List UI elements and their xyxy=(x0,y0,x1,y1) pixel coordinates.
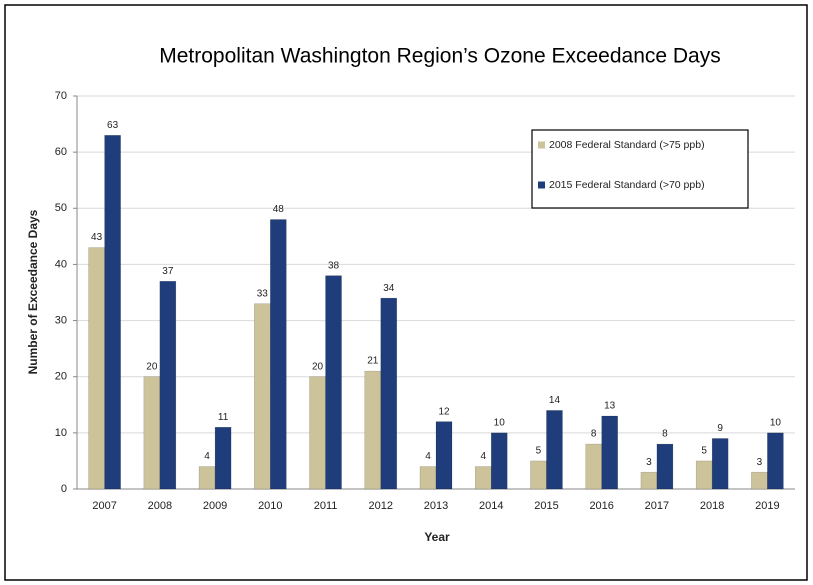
x-tick-label: 2016 xyxy=(589,500,613,512)
data-label: 13 xyxy=(604,401,616,412)
data-label: 8 xyxy=(662,429,668,440)
x-tick-label: 2007 xyxy=(92,500,116,512)
bar xyxy=(474,466,492,490)
x-tick-label: 2013 xyxy=(424,500,448,512)
bar xyxy=(640,471,658,490)
chart-title: Metropolitan Washington Region’s Ozone E… xyxy=(159,45,720,68)
y-tick-label: 0 xyxy=(61,483,67,495)
data-label: 11 xyxy=(218,412,229,423)
x-tick-label: 2008 xyxy=(148,500,172,512)
data-label: 10 xyxy=(494,417,506,428)
y-tick-label: 40 xyxy=(55,258,67,270)
chart-border xyxy=(4,4,808,581)
data-label: 9 xyxy=(717,423,723,434)
x-tick-label: 2019 xyxy=(755,500,779,512)
y-tick-label: 60 xyxy=(55,146,67,158)
data-label: 5 xyxy=(701,446,707,457)
legend-swatch xyxy=(538,181,545,189)
data-label: 20 xyxy=(312,361,324,372)
x-tick-label: 2015 xyxy=(534,500,558,512)
x-tick-label: 2010 xyxy=(258,500,282,512)
bar xyxy=(751,471,768,490)
data-label: 34 xyxy=(383,283,395,294)
bar xyxy=(711,438,729,490)
bar xyxy=(546,410,563,490)
data-label: 10 xyxy=(770,417,782,428)
y-tick-label: 20 xyxy=(55,371,67,383)
x-tick-label: 2014 xyxy=(479,500,503,512)
data-label: 8 xyxy=(591,429,597,440)
bar xyxy=(585,443,602,490)
bar xyxy=(656,443,674,490)
data-label: 48 xyxy=(273,204,285,215)
data-label: 43 xyxy=(91,232,103,243)
data-label: 14 xyxy=(549,395,561,406)
bar xyxy=(159,281,177,490)
legend-swatch xyxy=(538,141,545,149)
data-label: 4 xyxy=(425,451,431,462)
data-label: 4 xyxy=(480,451,486,462)
y-tick-label: 70 xyxy=(55,90,67,102)
bar xyxy=(530,460,547,490)
y-tick-label: 50 xyxy=(55,202,67,214)
bar xyxy=(309,376,326,490)
x-tick-label: 2012 xyxy=(369,500,393,512)
bar xyxy=(143,376,161,490)
x-tick-label: 2011 xyxy=(314,500,338,512)
data-label: 63 xyxy=(107,120,119,131)
y-tick-label: 10 xyxy=(55,427,67,439)
data-label: 3 xyxy=(757,457,763,468)
legend-text: 2008 Federal Standard (>75 ppb) xyxy=(549,139,705,151)
y-tick-label: 30 xyxy=(55,314,67,326)
bar xyxy=(364,370,382,490)
data-label: 12 xyxy=(438,406,450,417)
data-label: 20 xyxy=(146,361,158,372)
x-tick-label: 2009 xyxy=(203,500,227,512)
data-label: 4 xyxy=(204,451,210,462)
bar xyxy=(490,432,508,490)
bar xyxy=(254,303,271,490)
x-tick-label: 2017 xyxy=(645,500,669,512)
bar xyxy=(270,219,287,490)
bar xyxy=(435,421,453,490)
bar xyxy=(601,415,618,490)
bar xyxy=(695,460,713,490)
bar xyxy=(419,466,437,490)
bar xyxy=(198,466,216,490)
data-label: 5 xyxy=(536,446,542,457)
legend-text: 2015 Federal Standard (>70 ppb) xyxy=(549,179,705,191)
x-axis-title: Year xyxy=(424,530,450,544)
bar xyxy=(380,297,398,490)
data-label: 3 xyxy=(646,457,652,468)
bar xyxy=(88,247,105,490)
legend-box xyxy=(531,129,749,209)
data-label: 33 xyxy=(257,288,269,299)
bar xyxy=(104,135,121,490)
data-label: 38 xyxy=(328,260,340,271)
bar xyxy=(214,426,232,490)
bar xyxy=(767,432,784,490)
y-axis-title: Number of Exceedance Days xyxy=(26,209,40,374)
data-label: 21 xyxy=(367,356,379,367)
data-label: 37 xyxy=(162,266,174,277)
x-tick-label: 2018 xyxy=(700,500,724,512)
bar xyxy=(325,275,342,490)
